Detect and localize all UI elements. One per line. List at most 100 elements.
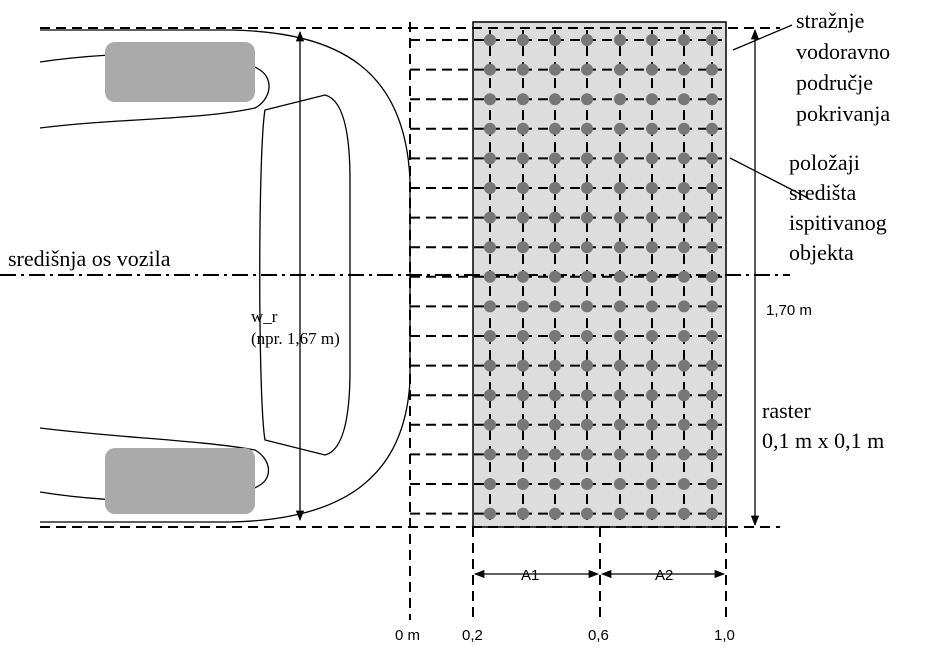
grid-point bbox=[678, 122, 690, 135]
grid-point bbox=[484, 63, 496, 76]
grid-point bbox=[484, 359, 496, 372]
coverage-area-label: pokrivanja bbox=[796, 101, 890, 126]
grid-point bbox=[549, 241, 561, 254]
grid-point bbox=[678, 34, 690, 46]
grid-point bbox=[484, 478, 496, 490]
grid-point bbox=[646, 330, 658, 342]
grid-point bbox=[517, 418, 529, 431]
grid-point bbox=[614, 478, 626, 490]
test-object-label: središta bbox=[789, 180, 856, 205]
grid-point bbox=[484, 389, 496, 402]
grid-point bbox=[614, 122, 626, 135]
grid-point bbox=[646, 300, 658, 313]
grid-point bbox=[581, 63, 593, 76]
grid-point bbox=[517, 182, 529, 194]
grid-point bbox=[581, 270, 593, 283]
grid-point bbox=[706, 389, 718, 402]
test-object-label: objekta bbox=[789, 240, 854, 265]
grid-point bbox=[549, 122, 561, 135]
grid-point bbox=[549, 330, 561, 342]
grid-point bbox=[517, 241, 529, 254]
grid-point bbox=[614, 418, 626, 431]
grid-point bbox=[646, 93, 658, 106]
position-grid bbox=[410, 30, 722, 522]
grid-point bbox=[517, 359, 529, 372]
grid-point bbox=[678, 300, 690, 313]
grid-point bbox=[549, 93, 561, 106]
vehicle-axis: središnja os vozila bbox=[8, 246, 171, 271]
grid-point bbox=[484, 34, 496, 46]
grid-point bbox=[614, 389, 626, 402]
grid-point bbox=[706, 448, 718, 461]
grid-point bbox=[484, 93, 496, 106]
grid-point bbox=[678, 478, 690, 490]
grid-point bbox=[549, 270, 561, 283]
grid-point bbox=[706, 93, 718, 106]
grid-point bbox=[484, 300, 496, 313]
grid-point bbox=[678, 507, 690, 520]
test-object-label: ispitivanog bbox=[789, 210, 887, 235]
grid-point bbox=[678, 270, 690, 283]
grid-point bbox=[517, 300, 529, 313]
grid-point bbox=[484, 448, 496, 461]
grid-point bbox=[549, 418, 561, 431]
grid-point bbox=[517, 507, 529, 520]
grid-point bbox=[517, 211, 529, 224]
grid-point bbox=[549, 507, 561, 520]
grid-point bbox=[614, 300, 626, 313]
zone-a1: A1 bbox=[521, 567, 539, 584]
grid-point bbox=[646, 182, 658, 194]
distance: 1,0 bbox=[714, 627, 735, 644]
grid-point bbox=[646, 241, 658, 254]
grid-point bbox=[581, 211, 593, 224]
grid-point bbox=[646, 448, 658, 461]
coverage-area-label: stražnje bbox=[796, 8, 864, 33]
grid-point bbox=[517, 93, 529, 106]
grid-point bbox=[706, 270, 718, 283]
grid-point bbox=[517, 63, 529, 76]
grid-point bbox=[678, 448, 690, 461]
grid-point bbox=[706, 507, 718, 520]
grid-point bbox=[549, 448, 561, 461]
grid-point bbox=[706, 152, 718, 165]
grid-point bbox=[484, 241, 496, 254]
grid-point bbox=[646, 359, 658, 372]
grid-point bbox=[614, 359, 626, 372]
labels: središnja os vozila w_r (npr. 1,67 m) 1,… bbox=[8, 8, 890, 644]
grid-point bbox=[581, 478, 593, 490]
distance: 0 m bbox=[395, 627, 420, 644]
grid-point bbox=[706, 182, 718, 194]
grid-point bbox=[678, 63, 690, 76]
grid-point bbox=[678, 330, 690, 342]
width-name: w_r bbox=[251, 307, 278, 326]
raster-label: raster bbox=[762, 398, 812, 423]
distance: 0,2 bbox=[462, 627, 483, 644]
grid-point bbox=[706, 359, 718, 372]
grid-point bbox=[678, 418, 690, 431]
grid-point bbox=[614, 507, 626, 520]
grid-point bbox=[646, 418, 658, 431]
grid-point bbox=[706, 34, 718, 46]
grid-point bbox=[484, 211, 496, 224]
grid-point bbox=[581, 448, 593, 461]
grid-point bbox=[581, 122, 593, 135]
grid-point bbox=[549, 359, 561, 372]
grid-point bbox=[517, 122, 529, 135]
grid-point bbox=[706, 211, 718, 224]
grid-point bbox=[517, 389, 529, 402]
test-object-label: položaji bbox=[789, 150, 860, 175]
grid-point bbox=[614, 211, 626, 224]
grid-point bbox=[484, 122, 496, 135]
grid-point bbox=[484, 507, 496, 520]
grid-point bbox=[646, 34, 658, 46]
grid-point bbox=[484, 182, 496, 194]
grid-point bbox=[646, 389, 658, 402]
grid-point bbox=[646, 478, 658, 490]
dimension-lines bbox=[0, 22, 809, 620]
grid-point bbox=[549, 152, 561, 165]
grid-point bbox=[517, 34, 529, 46]
grid-point bbox=[646, 152, 658, 165]
grid-point bbox=[706, 63, 718, 76]
grid-point bbox=[581, 152, 593, 165]
